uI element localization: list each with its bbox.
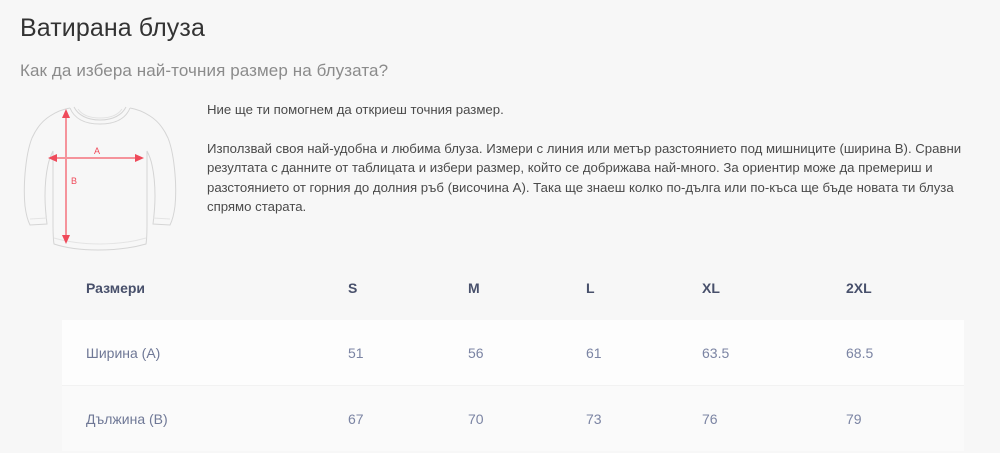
cell-length-m: 70 bbox=[468, 385, 586, 451]
column-header-xl: XL bbox=[702, 279, 720, 296]
table-row: Дължина (B) 67 70 73 76 79 bbox=[62, 385, 964, 451]
size-table-head: Размери S M L XL 2XL bbox=[62, 255, 964, 320]
width-label: A bbox=[94, 146, 100, 156]
height-label: B bbox=[71, 176, 77, 186]
cell-length-s: 67 bbox=[348, 385, 468, 451]
page-subtitle: Как да избера най-точния размер на блуза… bbox=[20, 61, 389, 80]
table-row: Ширина (A) 51 56 61 63.5 68.5 bbox=[62, 320, 964, 386]
column-header-s: S bbox=[348, 279, 358, 296]
row-label-width: Ширина (A) bbox=[86, 344, 161, 361]
intro-lead: Ние ще ти помогнем да откриеш точния раз… bbox=[207, 102, 504, 117]
sweatshirt-outline bbox=[23, 106, 177, 251]
column-header-l: L bbox=[586, 279, 595, 296]
cell-width-s: 51 bbox=[348, 344, 364, 361]
cell-width-xl: 63.5 bbox=[702, 344, 730, 361]
height-arrow-head-bottom bbox=[62, 235, 70, 244]
measurement-arrows bbox=[48, 109, 144, 244]
table-header-row: Размери S M L XL 2XL bbox=[62, 255, 964, 320]
column-header-sizes: Размери bbox=[86, 279, 146, 296]
size-table-body: Ширина (A) 51 56 61 63.5 68.5 Дължина (B… bbox=[62, 320, 964, 451]
intro-copy: Ние ще ти помогнем да откриеш точния раз… bbox=[207, 100, 975, 217]
intro-body: Използвай своя най-удобна и любима блуза… bbox=[207, 140, 962, 215]
cell-width-2xl: 68.5 bbox=[846, 344, 874, 361]
cell-length-2xl: 79 bbox=[846, 385, 964, 451]
width-arrow-head-left bbox=[48, 154, 57, 162]
page-title: Ватирана блуза bbox=[20, 14, 205, 42]
width-arrow-head-right bbox=[135, 154, 144, 162]
cell-length-xl: 76 bbox=[702, 385, 846, 451]
garment-illustration: A B bbox=[18, 92, 193, 257]
row-label-length: Дължина (B) bbox=[62, 385, 348, 451]
cell-width-m: 56 bbox=[468, 344, 484, 361]
cell-length-l: 73 bbox=[586, 385, 702, 451]
column-header-m: M bbox=[468, 279, 480, 296]
size-table: Размери S M L XL 2XL Ширина (A) 51 56 61… bbox=[62, 255, 964, 451]
cell-width-l: 61 bbox=[586, 344, 602, 361]
column-header-2xl: 2XL bbox=[846, 279, 872, 296]
height-arrow-head-top bbox=[62, 109, 70, 118]
